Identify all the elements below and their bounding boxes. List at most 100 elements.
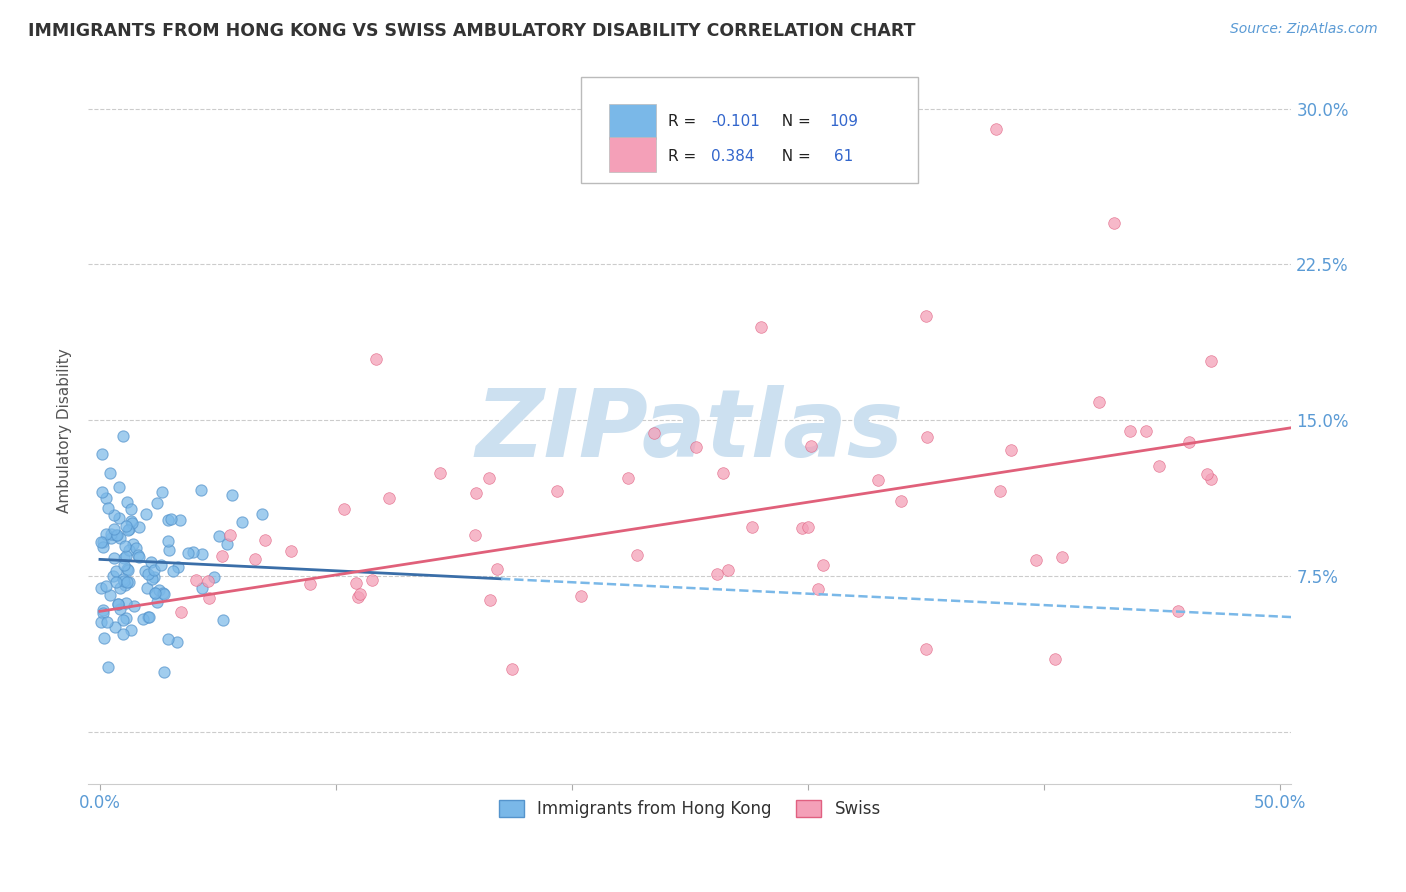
Point — [90, 535, 112, 549]
Point — [191, 581, 214, 595]
Point — [1149, 459, 1171, 474]
Point — [280, 543, 302, 558]
Point — [114, 539, 136, 553]
Legend: Immigrants from Hong Kong, Swiss: Immigrants from Hong Kong, Swiss — [492, 793, 887, 825]
Point — [108, 582, 131, 596]
Text: -0.101: -0.101 — [711, 114, 761, 128]
Point — [111, 626, 134, 640]
Text: 0.384: 0.384 — [711, 149, 755, 164]
Point — [143, 585, 166, 599]
Point — [162, 564, 184, 578]
Point — [149, 558, 172, 573]
Point — [800, 439, 823, 453]
Point — [166, 635, 188, 649]
Point — [186, 574, 208, 588]
Point — [135, 507, 157, 521]
Point — [211, 549, 233, 564]
Point — [1177, 435, 1199, 450]
Point — [142, 570, 165, 584]
Point — [1104, 216, 1126, 230]
Point — [464, 528, 486, 542]
Point — [104, 620, 127, 634]
Point — [169, 513, 191, 527]
Point — [1025, 553, 1047, 567]
Point — [706, 566, 728, 581]
Point — [685, 440, 707, 454]
Point — [148, 583, 170, 598]
Point — [108, 602, 131, 616]
Text: Source: ZipAtlas.com: Source: ZipAtlas.com — [1230, 22, 1378, 37]
Text: R =: R = — [668, 149, 702, 164]
Point — [347, 590, 370, 604]
Point — [117, 563, 139, 577]
Point — [107, 597, 129, 611]
Point — [146, 595, 169, 609]
Point — [90, 447, 112, 461]
Point — [167, 560, 190, 574]
Point — [501, 663, 523, 677]
Point — [104, 575, 127, 590]
Point — [1045, 652, 1067, 666]
Text: 109: 109 — [830, 114, 858, 128]
Point — [90, 615, 112, 629]
Point — [120, 501, 142, 516]
FancyBboxPatch shape — [609, 137, 657, 172]
Point — [243, 552, 266, 566]
Point — [156, 534, 179, 549]
Point — [643, 425, 665, 440]
Point — [103, 508, 125, 522]
Point — [94, 527, 117, 541]
Point — [136, 610, 159, 624]
Point — [114, 550, 136, 565]
Point — [917, 430, 939, 444]
Point — [807, 582, 830, 596]
Point — [914, 310, 936, 324]
Point — [1167, 604, 1189, 618]
Point — [111, 429, 134, 443]
Point — [114, 578, 136, 592]
Text: R =: R = — [668, 114, 702, 128]
Point — [91, 603, 114, 617]
Point — [486, 562, 509, 576]
Point — [218, 528, 240, 542]
Point — [91, 607, 114, 621]
Point — [157, 632, 180, 646]
Point — [231, 515, 253, 529]
Point — [121, 516, 143, 531]
Point — [139, 555, 162, 569]
FancyBboxPatch shape — [582, 78, 918, 184]
Point — [115, 519, 138, 533]
Point — [104, 564, 127, 578]
Point — [986, 122, 1008, 136]
Point — [115, 495, 138, 509]
Point — [1199, 353, 1222, 368]
Point — [112, 572, 135, 586]
Point — [429, 467, 451, 481]
Point — [118, 522, 141, 536]
Point — [741, 520, 763, 534]
Point — [128, 519, 150, 533]
FancyBboxPatch shape — [609, 104, 657, 139]
Point — [711, 467, 734, 481]
Point — [93, 632, 115, 646]
Point — [91, 535, 114, 549]
Point — [569, 589, 592, 603]
Point — [100, 526, 122, 541]
Point — [344, 575, 367, 590]
Point — [115, 611, 138, 625]
Point — [117, 575, 139, 590]
Point — [221, 488, 243, 502]
Point — [97, 500, 120, 515]
Point — [146, 496, 169, 510]
Point — [250, 508, 273, 522]
Y-axis label: Ambulatory Disability: Ambulatory Disability — [58, 348, 72, 513]
Text: N =: N = — [772, 149, 815, 164]
Point — [153, 665, 176, 679]
Point — [790, 521, 813, 535]
Point — [128, 550, 150, 565]
Point — [217, 536, 239, 550]
Point — [111, 613, 134, 627]
Point — [333, 501, 356, 516]
Point — [112, 558, 135, 573]
Point — [125, 541, 148, 555]
